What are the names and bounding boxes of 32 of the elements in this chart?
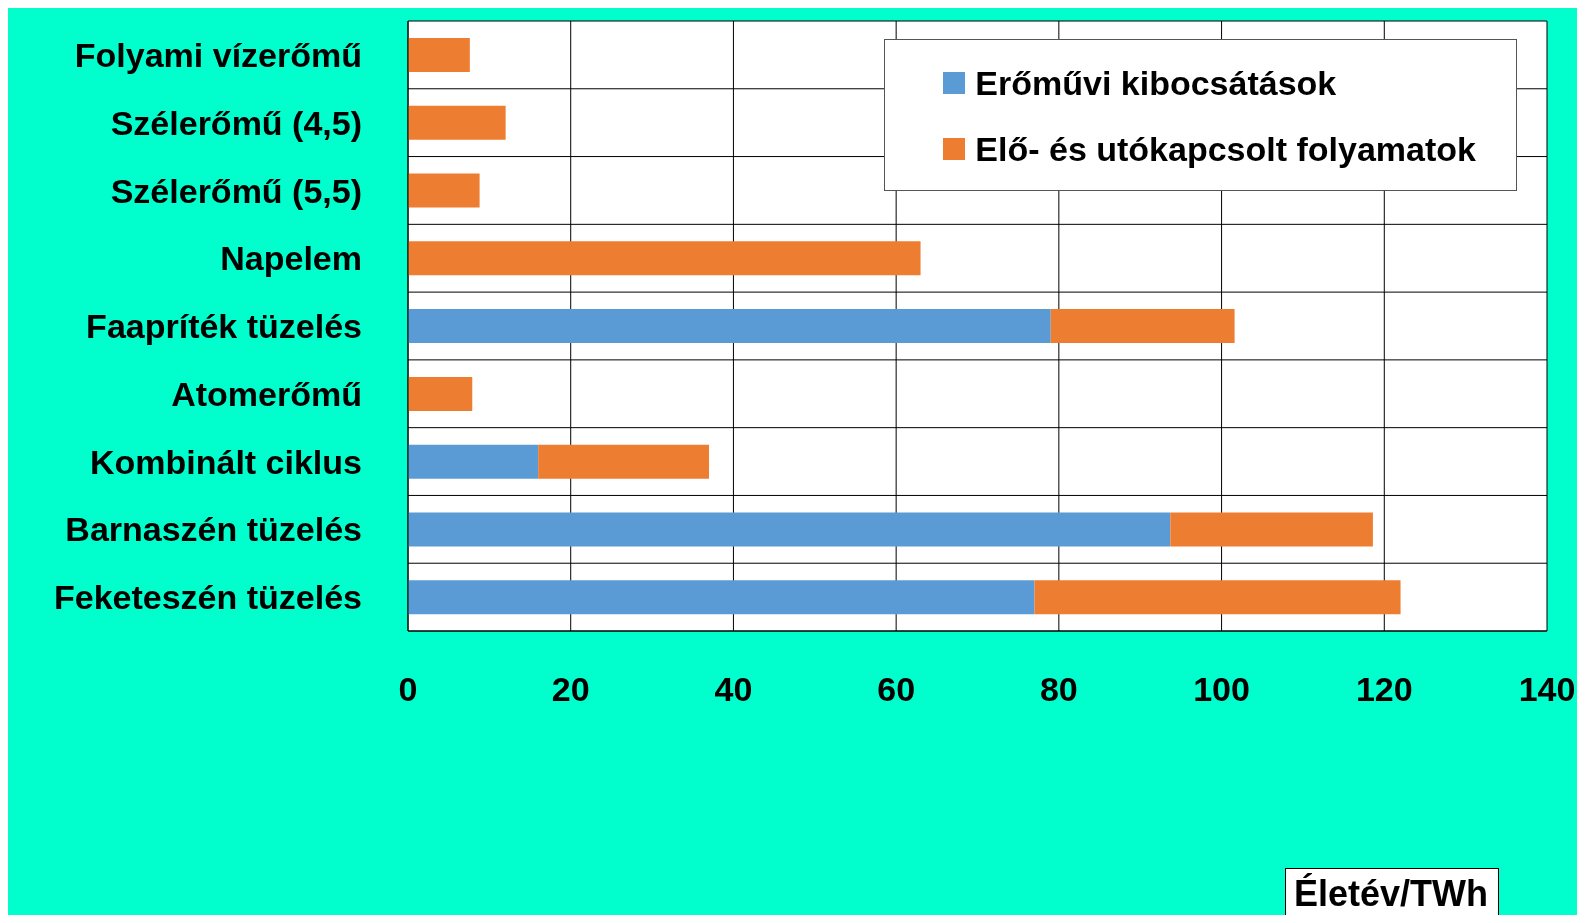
bar (408, 309, 1051, 344)
y-tick-label: Szélerőmű (4,5) (110, 103, 362, 142)
bar (408, 512, 1171, 547)
x-tick-label: 100 (1193, 670, 1250, 709)
bar (408, 241, 921, 276)
y-tick-label: Atomerőmű (171, 374, 362, 413)
bar (408, 444, 539, 479)
bar (408, 580, 1035, 615)
y-tick-label: Barnaszén tüzelés (65, 510, 362, 549)
legend-label: Erőművi kibocsátások (975, 63, 1337, 103)
bar (408, 173, 480, 208)
x-tick-label: 0 (398, 670, 418, 709)
x-tick-label: 40 (714, 670, 753, 709)
y-tick-label: Napelem (220, 239, 362, 278)
x-tick-label: 120 (1355, 670, 1413, 709)
bar (408, 105, 506, 140)
x-tick-label: 20 (551, 670, 590, 709)
y-tick-label: Szélerőmű (5,5) (110, 171, 362, 210)
legend-label: Elő- és utókapcsolt folyamatok (975, 129, 1476, 169)
bar (538, 444, 710, 479)
y-tick-label: Feketeszén tüzelés (53, 578, 362, 617)
bar (1170, 512, 1373, 547)
y-tick-label: Kombinált ciklus (89, 442, 362, 481)
bar (1034, 580, 1401, 615)
y-tick-label: Faapríték tüzelés (86, 307, 362, 346)
x-tick-label: 140 (1518, 670, 1576, 709)
x-tick-label: 80 (1039, 670, 1078, 709)
y-tick-label: Folyami vízerőmű (74, 35, 362, 74)
bar (408, 376, 473, 411)
bar (1050, 309, 1235, 344)
x-tick-label: 60 (877, 670, 916, 709)
bar (408, 38, 470, 72)
